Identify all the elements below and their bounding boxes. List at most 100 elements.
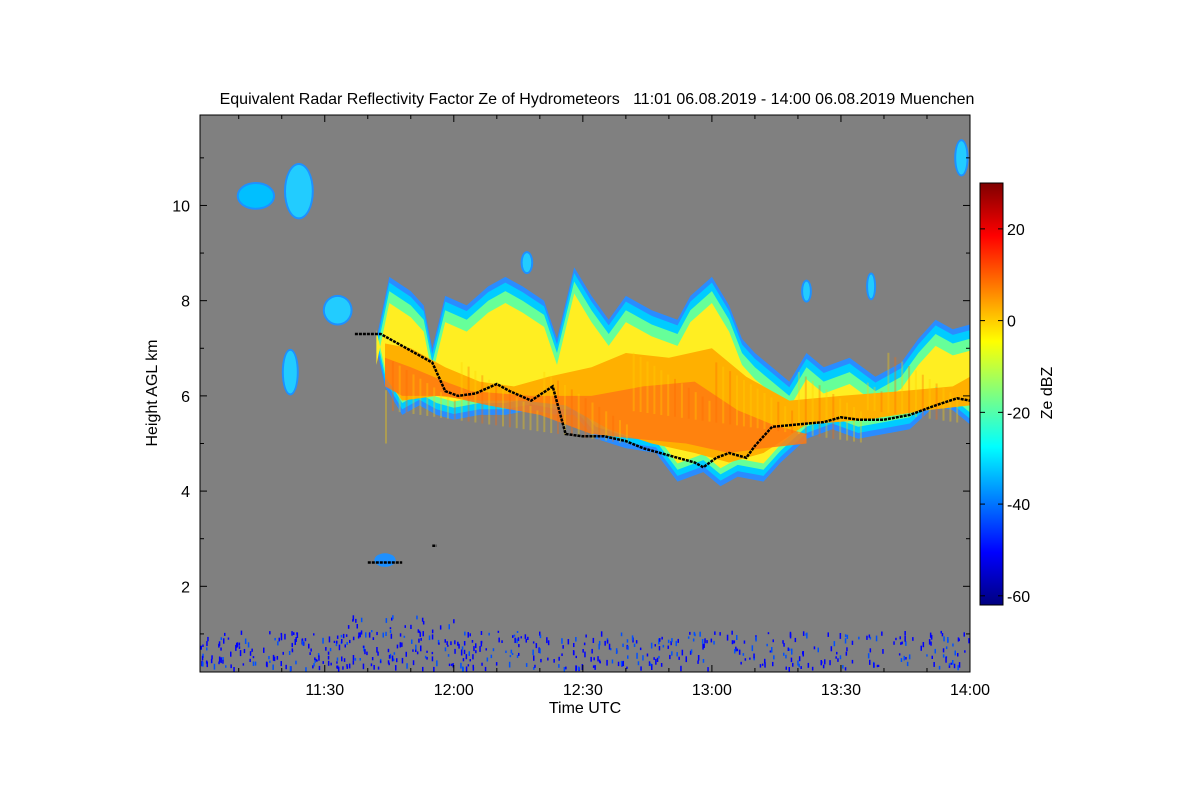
clutter-speck bbox=[573, 643, 575, 648]
reflectivity-streak bbox=[591, 402, 594, 439]
clutter-speck bbox=[755, 636, 757, 642]
clutter-speck bbox=[327, 655, 330, 660]
clutter-speck bbox=[600, 631, 603, 637]
clutter-speck bbox=[450, 663, 453, 666]
clutter-speck bbox=[733, 640, 735, 644]
reflectivity-streak bbox=[914, 370, 917, 417]
clutter-speck bbox=[352, 655, 355, 661]
clutter-speck bbox=[837, 658, 839, 662]
clutter-speck bbox=[594, 665, 596, 670]
clutter-speck bbox=[769, 650, 772, 653]
clutter-speck bbox=[590, 656, 592, 662]
clutter-speck bbox=[336, 661, 338, 664]
clutter-speck bbox=[827, 632, 829, 637]
clutter-speck bbox=[659, 638, 661, 642]
clutter-speck bbox=[906, 661, 909, 667]
clutter-speck bbox=[460, 662, 462, 669]
clutter-speck bbox=[626, 644, 628, 650]
clutter-speck bbox=[422, 666, 424, 672]
small-cloud bbox=[522, 253, 532, 273]
clutter-speck bbox=[658, 646, 661, 651]
clutter-speck bbox=[792, 662, 794, 667]
clutter-speck bbox=[591, 648, 593, 654]
clutter-speck bbox=[313, 663, 315, 667]
clutter-speck bbox=[426, 656, 428, 660]
clutter-speck bbox=[662, 644, 665, 648]
clutter-speck bbox=[272, 664, 274, 670]
clutter-speck bbox=[699, 631, 701, 637]
clutter-speck bbox=[385, 631, 387, 636]
clutter-speck bbox=[485, 648, 487, 651]
clutter-speck bbox=[201, 660, 203, 667]
reflectivity-streak bbox=[846, 402, 849, 441]
clutter-speck bbox=[661, 636, 663, 640]
clutter-speck bbox=[388, 662, 390, 666]
clutter-speck bbox=[268, 656, 270, 660]
clutter-speck bbox=[415, 649, 417, 652]
clutter-speck bbox=[424, 655, 427, 659]
clutter-speck bbox=[448, 663, 451, 667]
clutter-speck bbox=[448, 624, 450, 630]
clutter-speck bbox=[736, 648, 739, 652]
clutter-speck bbox=[337, 666, 340, 672]
clutter-speck bbox=[736, 635, 738, 640]
clutter-speck bbox=[706, 640, 708, 644]
clutter-speck bbox=[294, 639, 296, 645]
clutter-speck bbox=[277, 641, 279, 646]
clutter-speck bbox=[322, 637, 324, 644]
clutter-speck bbox=[371, 630, 373, 633]
clutter-speck bbox=[562, 645, 564, 649]
clutter-speck bbox=[404, 625, 406, 628]
clutter-speck bbox=[222, 657, 224, 661]
clutter-speck bbox=[484, 666, 487, 672]
small-cloud bbox=[283, 350, 297, 394]
clutter-speck bbox=[649, 663, 652, 667]
reflectivity-streak bbox=[440, 391, 442, 418]
clutter-speck bbox=[377, 666, 380, 670]
clutter-speck bbox=[315, 658, 317, 662]
clutter-speck bbox=[653, 657, 655, 660]
clutter-speck bbox=[247, 642, 250, 648]
clutter-speck bbox=[288, 651, 291, 655]
clutter-speck bbox=[336, 657, 339, 661]
clutter-speck bbox=[839, 633, 842, 639]
clutter-speck bbox=[943, 636, 945, 642]
clutter-speck bbox=[941, 633, 944, 637]
clutter-speck bbox=[431, 629, 434, 634]
clutter-speck bbox=[401, 642, 403, 647]
clutter-speck bbox=[642, 655, 644, 661]
clutter-speck bbox=[389, 627, 392, 630]
clutter-speck bbox=[310, 648, 312, 652]
reflectivity-streak bbox=[674, 378, 676, 417]
clutter-speck bbox=[637, 661, 640, 666]
clutter-speck bbox=[355, 618, 357, 623]
clutter-speck bbox=[866, 635, 868, 640]
reflectivity-streak bbox=[495, 384, 498, 426]
clutter-speck bbox=[304, 638, 307, 642]
reflectivity-streak bbox=[605, 411, 608, 441]
reflectivity-streak bbox=[502, 388, 504, 427]
clutter-speck bbox=[934, 648, 936, 654]
clutter-speck bbox=[401, 657, 404, 664]
colorbar-tick-label: 0 bbox=[1007, 314, 1016, 331]
clutter-speck bbox=[475, 650, 477, 654]
clutter-speck bbox=[783, 652, 785, 656]
clutter-speck bbox=[348, 663, 351, 669]
clutter-speck bbox=[948, 663, 951, 666]
clutter-speck bbox=[480, 641, 483, 647]
clutter-speck bbox=[505, 650, 507, 653]
clutter-speck bbox=[291, 648, 294, 651]
clutter-speck bbox=[509, 655, 512, 658]
clutter-speck bbox=[488, 632, 490, 636]
clutter-speck bbox=[806, 632, 808, 639]
clutter-speck bbox=[213, 663, 216, 670]
clutter-speck bbox=[329, 647, 332, 652]
reflectivity-streak bbox=[873, 386, 876, 412]
clutter-speck bbox=[305, 667, 307, 672]
clutter-speck bbox=[622, 660, 624, 667]
reflectivity-streak bbox=[391, 361, 394, 412]
clutter-speck bbox=[817, 647, 819, 653]
clutter-speck bbox=[514, 637, 516, 643]
clutter-speck bbox=[518, 644, 520, 648]
clutter-speck bbox=[858, 636, 860, 640]
